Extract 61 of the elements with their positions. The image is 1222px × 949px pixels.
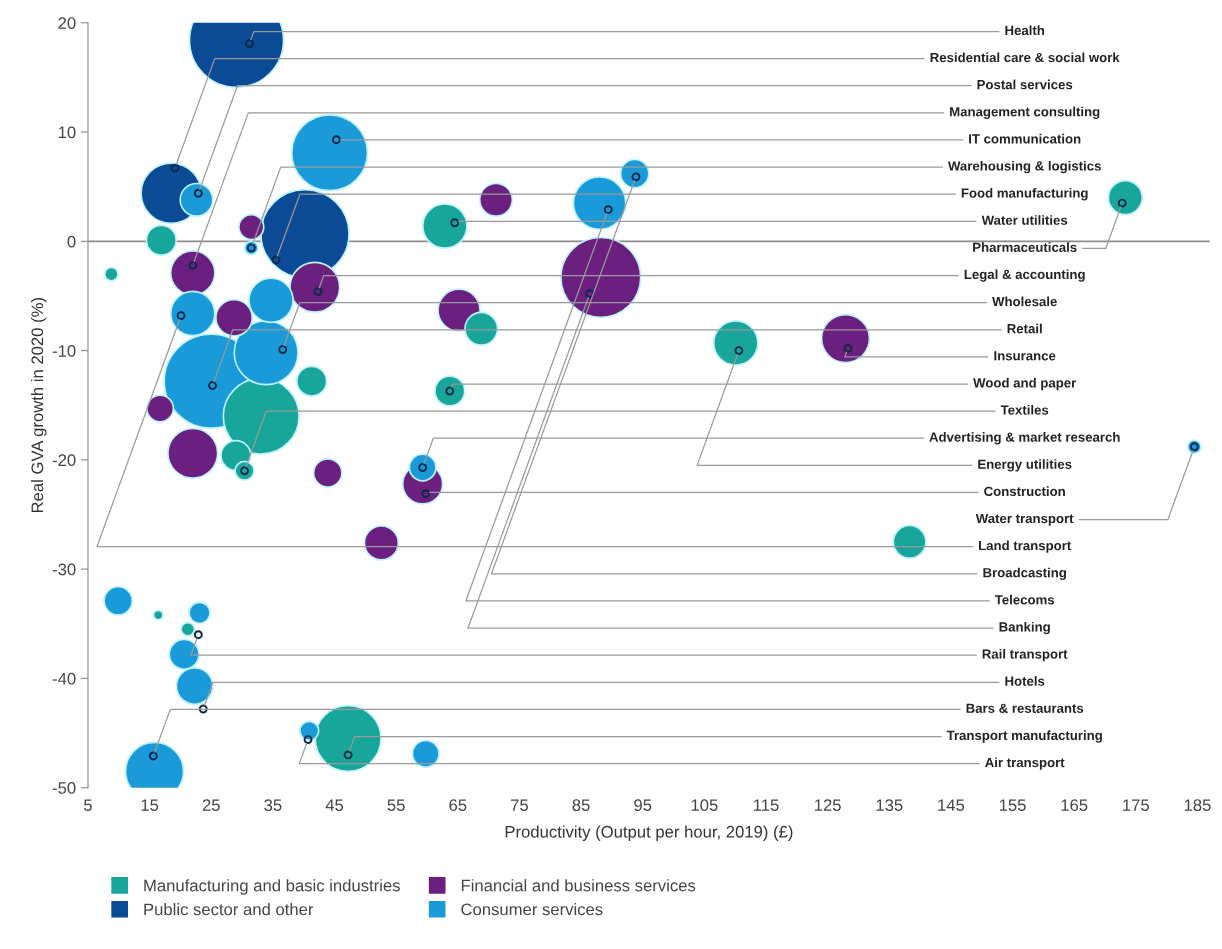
y-tick-label: 10 [58, 126, 76, 139]
legend-label: Consumer services [461, 903, 603, 916]
x-tick-label: 125 [815, 799, 841, 812]
x-tick-label: 45 [325, 799, 344, 812]
x-tick-label: 95 [634, 799, 652, 812]
annotation: Management consulting [950, 106, 1100, 120]
annotation: Legal & accounting [964, 269, 1085, 282]
annotation: Energy utilities [978, 459, 1072, 472]
y-tick-label: -40 [52, 672, 76, 685]
annotation: Banking [999, 621, 1050, 635]
y-tick-label: 0 [67, 235, 76, 248]
annotation: Broadcasting [983, 567, 1066, 580]
annotation: Air transport [985, 757, 1065, 770]
annotation: Food manufacturing [961, 188, 1088, 201]
annotation: Wholesale [992, 296, 1057, 307]
x-tick-label: 145 [938, 799, 965, 812]
annotation: Textiles [1000, 404, 1049, 415]
x-tick-label: 55 [387, 799, 405, 812]
y-tick-label: -10 [52, 344, 76, 357]
x-tick-label: 5 [84, 799, 92, 812]
annotation: Retail [1007, 323, 1042, 334]
x-tick-label: 115 [753, 799, 779, 812]
x-tick-label: 75 [511, 799, 529, 812]
y-tick-label: 20 [58, 17, 76, 29]
x-axis-title: Productivity (Output per hour, 2019) (£) [505, 825, 793, 841]
x-tick-label: 165 [1061, 799, 1088, 812]
annotation: Postal services [977, 79, 1073, 90]
annotation: Wood and paper [973, 377, 1077, 391]
x-tick-label: 175 [1123, 799, 1150, 812]
x-tick-label: 135 [876, 799, 903, 812]
annotation: Hotels [1005, 676, 1045, 686]
annotation: Construction [984, 486, 1065, 497]
annotation: Telecoms [994, 594, 1055, 605]
annotation: Advertising & market research [929, 432, 1120, 445]
x-tick-label: 85 [572, 799, 590, 812]
annotation: Health [1005, 25, 1045, 36]
annotation: Transport manufacturing [946, 730, 1102, 743]
annotation: Pharmaceuticals [973, 242, 1077, 252]
x-tick-label: 15 [141, 799, 159, 812]
annotation: Bars & restaurants [966, 703, 1084, 713]
annotation: Residential care & social work [930, 52, 1120, 63]
x-tick-label: 185 [1184, 799, 1211, 812]
x-tick-label: 155 [999, 799, 1026, 812]
y-axis-title: Real GVA growth in 2020 (%) [31, 298, 47, 513]
annotation: Warehousing & logistics [947, 160, 1101, 174]
annotation: Land transport [979, 540, 1072, 553]
legend-label: Manufacturing and basic industries [144, 879, 400, 895]
annotation: Water utilities [981, 215, 1068, 225]
x-tick-label: 105 [691, 799, 718, 812]
annotation: Water transport [975, 513, 1074, 526]
legend-label: Public sector and other [144, 903, 314, 916]
y-tick-label: -50 [52, 782, 76, 794]
annotation: IT communication [969, 133, 1081, 144]
x-tick-label: 35 [264, 799, 282, 812]
annotation: Insurance [994, 351, 1056, 361]
x-tick-label: 25 [202, 799, 220, 812]
y-tick-label: -20 [52, 454, 76, 467]
x-tick-label: 65 [449, 799, 467, 812]
legend-label: Financial and business services [461, 879, 696, 892]
y-tick-label: -30 [52, 563, 76, 576]
annotation: Rail transport [982, 649, 1068, 662]
